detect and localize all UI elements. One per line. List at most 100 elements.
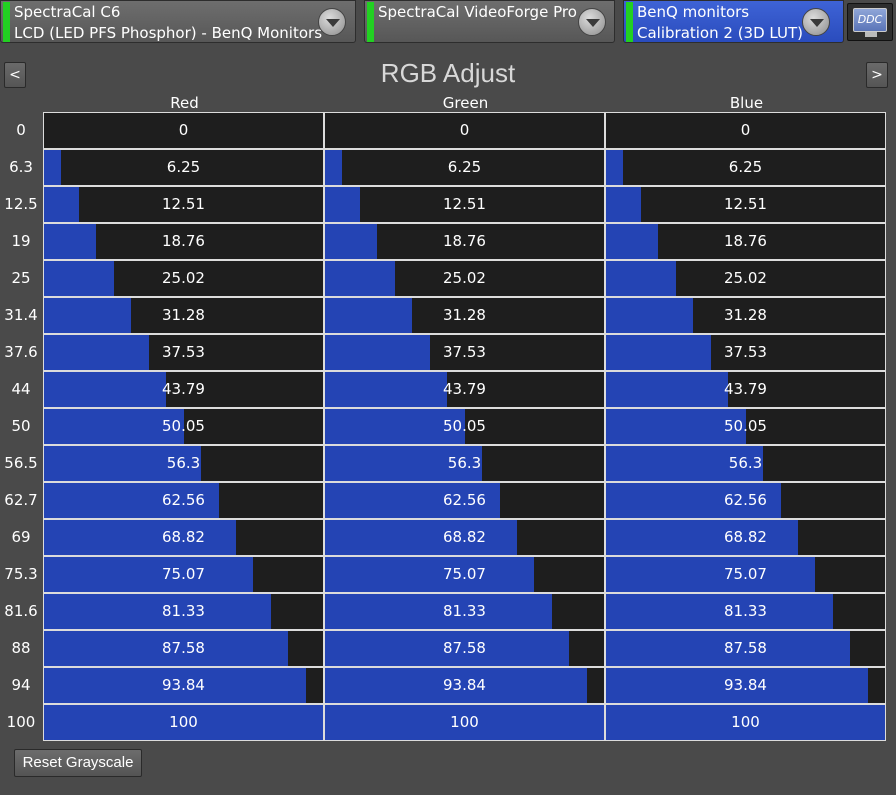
green-level-slider[interactable]: 62.56: [324, 482, 605, 519]
reset-grayscale-button[interactable]: Reset Grayscale: [14, 749, 142, 777]
green-level-slider[interactable]: 0: [324, 112, 605, 149]
red-level-fill: [44, 187, 79, 222]
table-row: 19 18.76 18.76 18.76: [11, 223, 888, 260]
table-row: 75.3 75.07 75.07 75.07: [4, 556, 888, 593]
red-level-slider[interactable]: 62.56: [43, 482, 324, 519]
red-level-slider[interactable]: 50.05: [43, 408, 324, 445]
green-level-value: 68.82: [443, 528, 486, 546]
blue-level-slider[interactable]: 12.51: [605, 186, 886, 223]
green-level-slider[interactable]: 18.76: [324, 223, 605, 260]
display-selector[interactable]: BenQ monitors Calibration 2 (3D LUT): [623, 0, 844, 43]
blue-level-fill: [606, 261, 676, 296]
blue-level-slider[interactable]: 25.02: [605, 260, 886, 297]
prev-button[interactable]: <: [4, 62, 26, 88]
green-level-slider[interactable]: 50.05: [324, 408, 605, 445]
green-level-value: 37.53: [443, 343, 486, 361]
red-level-slider[interactable]: 68.82: [43, 519, 324, 556]
red-level-slider[interactable]: 37.53: [43, 334, 324, 371]
blue-level-slider[interactable]: 6.25: [605, 149, 886, 186]
red-level-slider[interactable]: 25.02: [43, 260, 324, 297]
blue-level-fill: [606, 187, 641, 222]
green-level-slider[interactable]: 87.58: [324, 630, 605, 667]
meter-selector[interactable]: SpectraCal C6 LCD (LED PFS Phosphor) - B…: [0, 0, 356, 43]
blue-level-slider[interactable]: 43.79: [605, 371, 886, 408]
green-level-value: 50.05: [443, 417, 486, 435]
row-level-label: 19: [11, 232, 31, 250]
red-level-value: 18.76: [162, 232, 205, 250]
blue-level-slider[interactable]: 18.76: [605, 223, 886, 260]
blue-level-slider[interactable]: 100: [605, 704, 886, 741]
green-level-slider[interactable]: 37.53: [324, 334, 605, 371]
top-toolbar: SpectraCal C6 LCD (LED PFS Phosphor) - B…: [0, 0, 896, 44]
blue-level-slider[interactable]: 37.53: [605, 334, 886, 371]
red-level-slider[interactable]: 18.76: [43, 223, 324, 260]
green-level-fill: [325, 335, 430, 370]
red-level-slider[interactable]: 43.79: [43, 371, 324, 408]
green-level-slider[interactable]: 81.33: [324, 593, 605, 630]
green-level-slider[interactable]: 25.02: [324, 260, 605, 297]
blue-level-fill: [606, 335, 711, 370]
red-level-slider[interactable]: 75.07: [43, 556, 324, 593]
column-header-red: Red: [170, 94, 199, 112]
blue-level-slider[interactable]: 93.84: [605, 667, 886, 704]
red-level-slider[interactable]: 6.25: [43, 149, 324, 186]
next-button[interactable]: >: [866, 62, 888, 88]
blue-level-slider[interactable]: 0: [605, 112, 886, 149]
red-level-slider[interactable]: 56.3: [43, 445, 324, 482]
red-level-slider[interactable]: 81.33: [43, 593, 324, 630]
generator-dropdown-icon[interactable]: [578, 8, 606, 36]
meter-dropdown-icon[interactable]: [318, 8, 346, 36]
blue-level-value: 56.3: [728, 454, 763, 472]
blue-level-slider[interactable]: 50.05: [605, 408, 886, 445]
red-level-fill: [44, 372, 166, 407]
blue-level-value: 50.05: [724, 417, 767, 435]
table-row: 31.4 31.28 31.28 31.28: [4, 297, 888, 334]
row-level-label: 56.5: [4, 454, 38, 472]
green-level-slider[interactable]: 31.28: [324, 297, 605, 334]
blue-level-slider[interactable]: 68.82: [605, 519, 886, 556]
red-level-value: 62.56: [162, 491, 205, 509]
red-level-value: 31.28: [162, 306, 205, 324]
green-level-slider[interactable]: 100: [324, 704, 605, 741]
blue-level-fill: [606, 483, 781, 518]
green-level-slider[interactable]: 43.79: [324, 371, 605, 408]
green-level-value: 25.02: [443, 269, 486, 287]
blue-level-slider[interactable]: 87.58: [605, 630, 886, 667]
red-level-slider[interactable]: 100: [43, 704, 324, 741]
green-level-slider[interactable]: 93.84: [324, 667, 605, 704]
green-level-slider[interactable]: 6.25: [324, 149, 605, 186]
red-level-value: 37.53: [162, 343, 205, 361]
green-level-slider[interactable]: 75.07: [324, 556, 605, 593]
red-level-value: 6.25: [166, 158, 201, 176]
blue-level-slider[interactable]: 81.33: [605, 593, 886, 630]
blue-level-slider[interactable]: 31.28: [605, 297, 886, 334]
display-dropdown-icon[interactable]: [802, 8, 830, 36]
green-level-slider[interactable]: 56.3: [324, 445, 605, 482]
table-row: 0 0 0 0: [16, 112, 888, 149]
generator-selector[interactable]: SpectraCal VideoForge Pro: [364, 0, 615, 43]
green-level-slider[interactable]: 68.82: [324, 519, 605, 556]
table-row: 37.6 37.53 37.53 37.53: [4, 334, 888, 371]
red-level-slider[interactable]: 0: [43, 112, 324, 149]
blue-level-fill: [606, 150, 623, 185]
ddc-button[interactable]: DDC: [847, 3, 893, 41]
blue-level-value: 75.07: [724, 565, 767, 583]
green-level-slider[interactable]: 12.51: [324, 186, 605, 223]
blue-level-slider[interactable]: 62.56: [605, 482, 886, 519]
display-name: BenQ monitors: [637, 3, 750, 21]
blue-level-slider[interactable]: 75.07: [605, 556, 886, 593]
green-level-value: 56.3: [447, 454, 482, 472]
red-level-slider[interactable]: 12.51: [43, 186, 324, 223]
row-level-label: 69: [11, 528, 31, 546]
table-row: 12.5 12.51 12.51 12.51: [4, 186, 888, 223]
red-level-fill: [44, 224, 96, 259]
blue-level-slider[interactable]: 56.3: [605, 445, 886, 482]
red-level-fill: [44, 335, 149, 370]
red-level-slider[interactable]: 87.58: [43, 630, 324, 667]
row-level-label: 6.3: [9, 158, 33, 176]
red-level-slider[interactable]: 93.84: [43, 667, 324, 704]
green-level-fill: [325, 409, 465, 444]
red-level-slider[interactable]: 31.28: [43, 297, 324, 334]
row-level-label: 44: [11, 380, 31, 398]
green-level-fill: [325, 224, 377, 259]
